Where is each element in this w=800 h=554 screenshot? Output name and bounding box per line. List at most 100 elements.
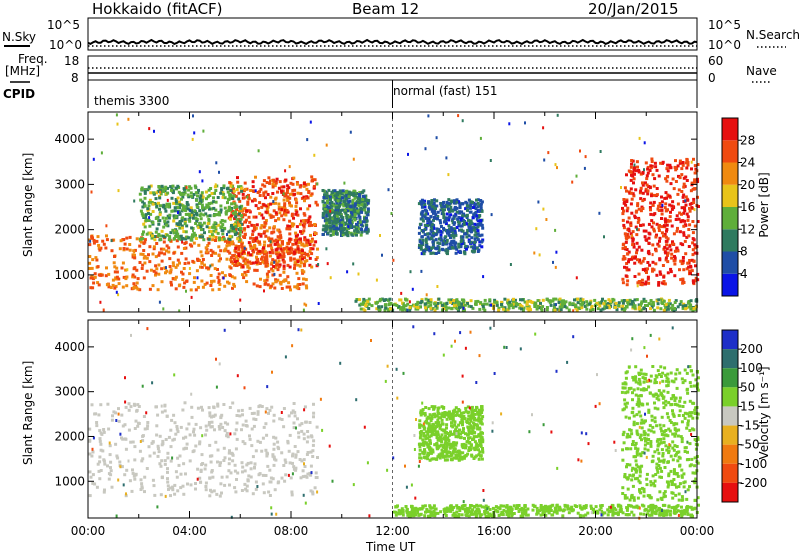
data-cell (637, 305, 641, 309)
noise-cell (326, 262, 329, 266)
data-cell (366, 213, 370, 217)
data-cell (425, 509, 429, 513)
data-cell (366, 209, 370, 213)
data-cell (415, 303, 418, 306)
data-cell (110, 418, 114, 422)
data-cell (206, 222, 210, 226)
data-cell (220, 219, 224, 222)
data-cell (400, 507, 404, 511)
data-cell (347, 195, 351, 199)
freq-label-2: [MHz] (5, 64, 41, 78)
noise-cell (153, 129, 155, 133)
data-cell (190, 226, 194, 230)
data-cell (240, 461, 244, 465)
data-cell (277, 205, 281, 209)
data-cell (118, 460, 122, 464)
data-cell (509, 510, 513, 513)
data-cell (423, 203, 427, 206)
data-cell (210, 469, 214, 472)
data-cell (433, 507, 437, 511)
data-cell (646, 304, 650, 307)
data-cell (467, 509, 471, 513)
data-cell (219, 191, 223, 195)
data-cell (258, 440, 262, 444)
data-cell (364, 211, 368, 215)
data-cell (429, 298, 433, 302)
data-cell (367, 307, 371, 310)
noise-cell (633, 163, 636, 167)
data-cell (601, 297, 604, 301)
data-cell (539, 301, 542, 305)
data-cell (258, 404, 262, 408)
data-cell (196, 406, 200, 410)
data-cell (294, 208, 298, 212)
data-cell (247, 474, 251, 478)
data-cell (282, 260, 286, 264)
data-cell (346, 223, 350, 227)
data-cell (600, 511, 604, 515)
data-cell (102, 430, 106, 434)
data-cell (642, 257, 646, 261)
data-cell (420, 235, 424, 239)
data-cell (193, 276, 196, 280)
data-cell (207, 241, 211, 245)
data-cell (179, 222, 182, 226)
data-cell (304, 278, 308, 282)
data-cell (308, 263, 312, 267)
data-cell (670, 506, 674, 510)
data-cell (270, 246, 274, 250)
data-cell (299, 230, 302, 234)
data-cell (467, 514, 471, 518)
data-cell (152, 247, 156, 251)
data-cell (173, 236, 177, 240)
data-cell (271, 182, 275, 186)
data-cell (194, 422, 198, 426)
data-cell (325, 218, 329, 222)
data-cell (251, 233, 255, 237)
data-cell (226, 280, 229, 284)
data-cell (254, 480, 258, 484)
data-cell (583, 304, 587, 308)
data-cell (226, 197, 230, 201)
data-cell (445, 205, 449, 209)
data-cell (449, 213, 453, 217)
data-cell (425, 209, 429, 213)
data-cell (466, 228, 470, 232)
data-cell (494, 508, 498, 512)
data-cell (245, 258, 249, 262)
data-cell (425, 216, 429, 220)
data-cell (462, 299, 466, 303)
data-cell (153, 493, 157, 497)
data-cell (173, 483, 177, 487)
data-cell (312, 415, 315, 419)
data-cell (286, 441, 290, 445)
data-cell (624, 240, 628, 244)
data-cell (625, 173, 628, 177)
data-cell (668, 215, 672, 219)
noise-cell (305, 303, 308, 307)
data-cell (660, 513, 663, 517)
data-cell (591, 507, 595, 511)
data-cell (180, 270, 183, 274)
colorbar-tick-label: 28 (740, 133, 755, 147)
data-cell (564, 300, 568, 304)
data-cell (508, 505, 512, 509)
data-cell (339, 213, 343, 217)
data-cell (99, 442, 103, 446)
data-cell (181, 278, 185, 281)
data-cell (213, 191, 216, 195)
data-cell (637, 207, 641, 211)
data-cell (242, 250, 246, 254)
data-cell (296, 450, 300, 454)
data-cell (131, 273, 135, 277)
data-cell (142, 249, 146, 252)
data-cell (302, 270, 306, 274)
data-cell (453, 302, 456, 306)
data-cell (644, 280, 648, 284)
data-cell (298, 264, 302, 268)
data-cell (626, 299, 630, 303)
data-cell (303, 465, 307, 468)
data-cell (639, 223, 642, 227)
data-cell (334, 229, 338, 232)
data-cell (158, 211, 162, 215)
